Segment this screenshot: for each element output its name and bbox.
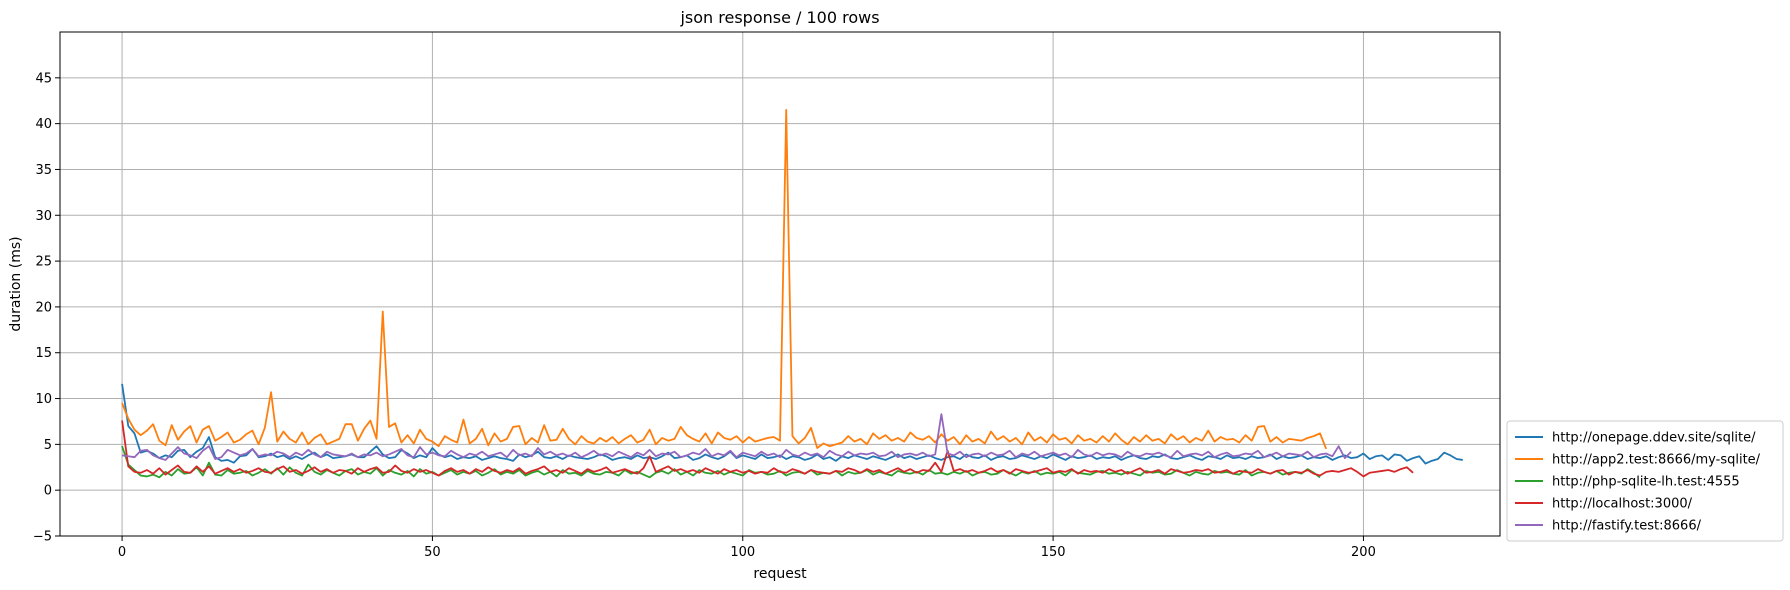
legend-box (1506, 420, 1784, 542)
y-tick-label: 5 (44, 438, 52, 453)
series-line (121, 445, 1321, 479)
y-tick-label: 35 (35, 163, 52, 178)
x-tick-label: 200 (1351, 545, 1376, 560)
legend-label: http://app2.test:8666/my-sqlite/ (1552, 453, 1761, 468)
chart-title: json response / 100 rows (679, 8, 879, 27)
legend-label: http://fastify.test:8666/ (1552, 519, 1702, 534)
y-tick-label: −5 (33, 530, 52, 545)
y-tick-label: 25 (35, 255, 52, 270)
x-tick-label: 0 (118, 545, 126, 560)
y-tick-label: 20 (35, 300, 52, 315)
x-tick-label: 50 (424, 545, 441, 560)
series-layer (121, 108, 1463, 479)
series-line (121, 420, 1414, 478)
series-line (121, 413, 1352, 461)
series-line (121, 108, 1328, 450)
legend-label: http://php-sqlite-lh.test:4555 (1552, 475, 1740, 490)
y-tick-label: 0 (44, 484, 52, 499)
y-tick-label: 30 (35, 209, 52, 224)
x-tick-label: 100 (730, 545, 755, 560)
y-tick-label: 10 (35, 392, 52, 407)
y-tick-label: 45 (35, 71, 52, 86)
plot-frame (59, 31, 1501, 537)
axis-ticks: 0 50 100 150 200 −5 0 5 10 15 20 25 30 35 40 45 (33, 71, 1376, 560)
grid (60, 32, 1500, 537)
y-axis-label: duration (ms) (8, 236, 24, 331)
legend-label: http://onepage.ddev.site/sqlite/ (1552, 431, 1756, 446)
legend-label: http://localhost:3000/ (1552, 497, 1693, 512)
y-tick-label: 15 (35, 346, 52, 361)
x-axis-label: request (753, 566, 807, 582)
legend: http://onepage.ddev.site/sqlite/http://a… (1506, 420, 1784, 542)
x-tick-label: 150 (1041, 545, 1066, 560)
y-tick-label: 40 (35, 117, 52, 132)
